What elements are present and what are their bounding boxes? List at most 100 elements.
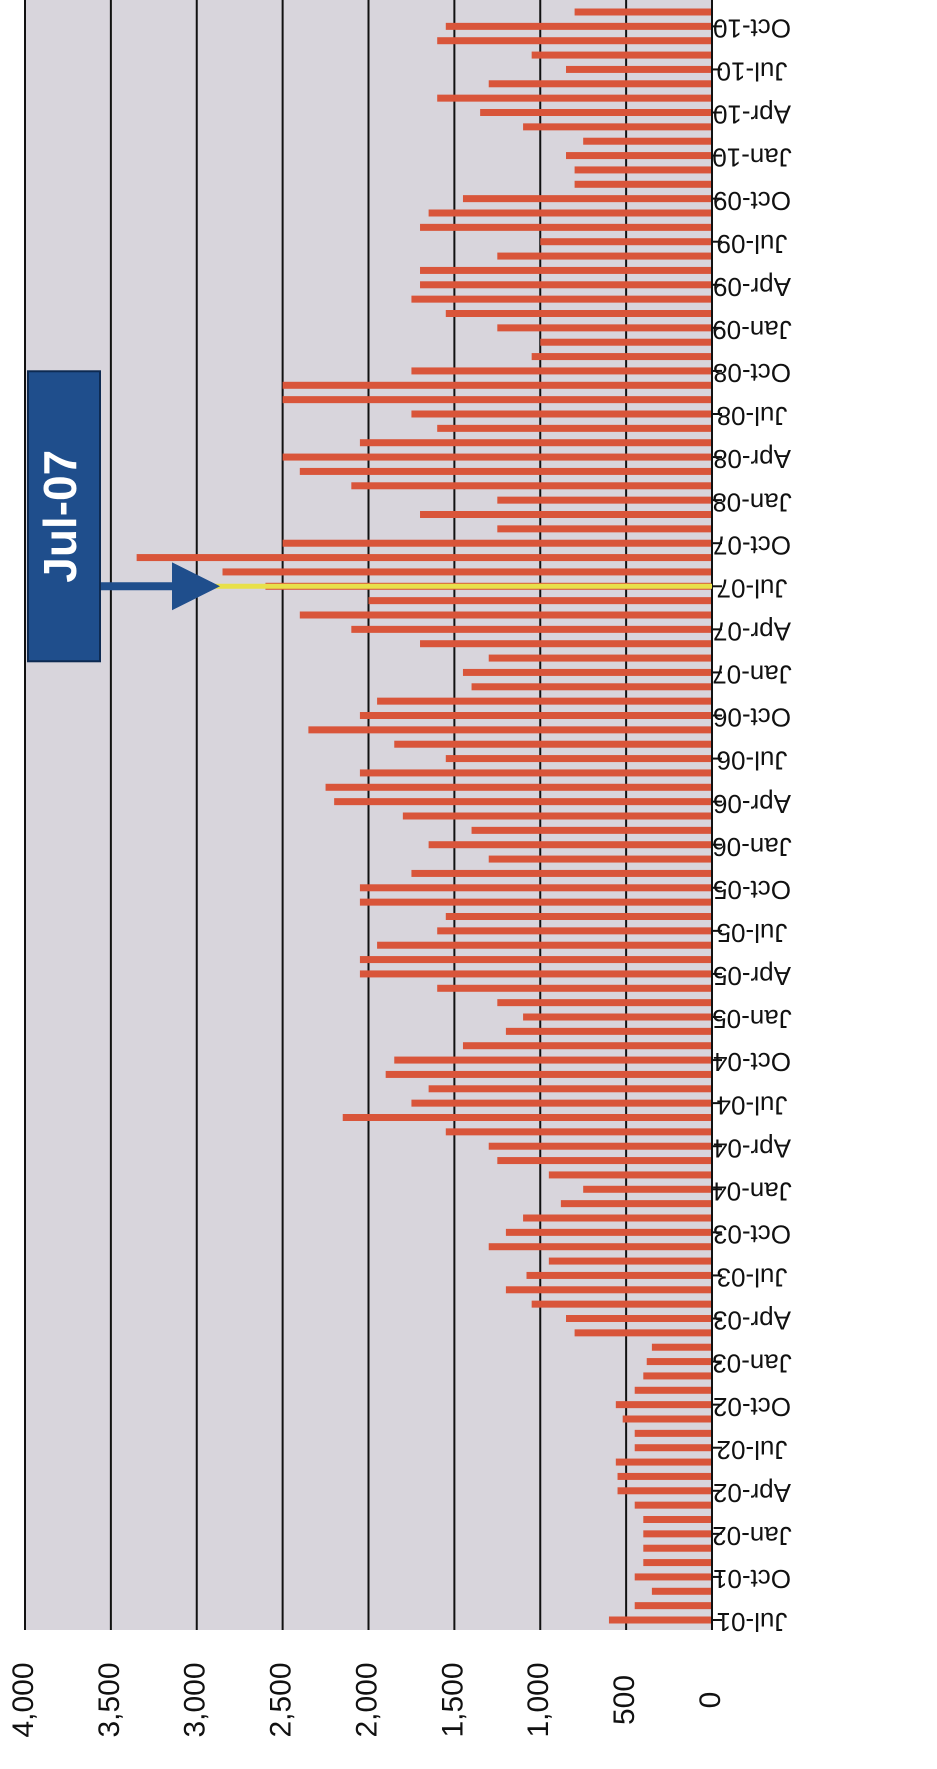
x-tick-label: Jul-04 [717, 1090, 788, 1120]
bar [351, 482, 712, 490]
y-tick-label: 2,500 [265, 1662, 298, 1737]
bar [574, 8, 712, 16]
x-tick-label: Apr-02 [713, 1478, 791, 1508]
bar [282, 396, 712, 404]
x-tick-label: Jul-02 [717, 1435, 788, 1465]
bar [359, 898, 712, 906]
bar [334, 798, 712, 806]
bar [437, 984, 712, 992]
y-tick-label: 4,000 [7, 1662, 40, 1737]
x-tick-label: Apr-04 [713, 1133, 791, 1163]
bar [622, 1415, 712, 1423]
x-tick-label: Jan-05 [712, 1004, 792, 1034]
x-tick-label: Jan-04 [712, 1176, 792, 1206]
x-tick-label: Jul-08 [717, 401, 788, 431]
bar [437, 927, 712, 935]
bar [634, 1429, 712, 1437]
bar [617, 1487, 712, 1495]
x-tick-label: Oct-02 [713, 1392, 791, 1422]
bar [445, 310, 712, 317]
bar [359, 769, 712, 777]
x-tick-label: Jan-08 [712, 487, 792, 517]
bar [634, 1386, 712, 1394]
bar [136, 554, 712, 562]
bar [505, 1286, 712, 1294]
bar [634, 1602, 712, 1610]
bar [505, 1228, 712, 1236]
x-tick-label: Jul-03 [717, 1263, 788, 1293]
x-tick-label: Jul-09 [717, 229, 788, 259]
bar [643, 1559, 712, 1567]
bar [342, 1114, 712, 1121]
bar [583, 1185, 712, 1193]
x-tick-label: Apr-08 [713, 444, 791, 474]
bar [646, 1358, 712, 1366]
bar [299, 611, 712, 619]
bar [526, 1271, 712, 1279]
x-tick-label: Jan-02 [712, 1521, 792, 1551]
bar [488, 654, 712, 662]
bar [445, 1128, 712, 1136]
bar [643, 1544, 712, 1552]
bar [643, 1516, 712, 1523]
bar [445, 22, 712, 30]
bar [377, 941, 712, 949]
bar [299, 467, 712, 475]
bar [608, 1616, 712, 1624]
bar [488, 1243, 712, 1251]
bar [488, 1142, 712, 1150]
bar [497, 324, 712, 332]
bar [437, 94, 712, 102]
bar [497, 999, 712, 1007]
bar [497, 525, 712, 533]
bar [531, 1300, 712, 1308]
bar [282, 539, 712, 547]
x-tick-label: Apr-05 [713, 961, 791, 991]
bar [617, 1472, 712, 1480]
x-tick-label: Oct-05 [713, 875, 791, 905]
bar [497, 252, 712, 260]
bar [462, 195, 712, 203]
y-tick-label: 0 [694, 1692, 727, 1709]
bar [523, 123, 712, 131]
bar [359, 712, 712, 719]
x-tick-label: Jan-07 [712, 660, 792, 690]
y-tick-label: 1,000 [522, 1662, 555, 1737]
bar [634, 1573, 712, 1581]
bar [462, 1042, 712, 1050]
bar [480, 109, 712, 116]
bar [420, 511, 712, 518]
bar [548, 1257, 712, 1265]
annotation-text: Jul-07 [34, 450, 86, 583]
bar [282, 453, 712, 461]
bar [411, 1099, 712, 1107]
x-tick-label: Apr-09 [713, 272, 791, 302]
bar [531, 353, 712, 361]
annotation: Jul-07 [27, 370, 712, 663]
bar [531, 51, 712, 59]
bar [420, 640, 712, 648]
bar [437, 37, 712, 45]
bar [428, 841, 712, 849]
bar [574, 166, 712, 174]
bar [359, 884, 712, 892]
bar [351, 625, 712, 633]
y-tick-label: 3,500 [93, 1662, 126, 1737]
bar [523, 1013, 712, 1021]
bar [308, 726, 712, 734]
bar [651, 1587, 712, 1595]
y-tick-label: 2,000 [350, 1662, 383, 1737]
bar [540, 238, 712, 246]
annotation-box [27, 370, 101, 663]
x-tick-label: Jan-10 [712, 143, 792, 173]
bar [574, 180, 712, 188]
y-tick-label: 500 [608, 1675, 641, 1725]
bar [359, 970, 712, 978]
x-tick-label: Jul-07 [717, 573, 788, 603]
x-tick-label: Jul-01 [717, 1607, 788, 1637]
bar [420, 266, 712, 274]
bar [385, 1070, 712, 1078]
bar [411, 295, 712, 303]
bar [428, 209, 712, 217]
